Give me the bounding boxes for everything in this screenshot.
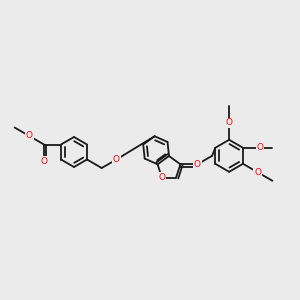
Text: O: O [226,118,232,127]
Text: O: O [194,160,201,169]
Text: O: O [256,143,263,152]
Text: O: O [40,157,47,166]
Text: O: O [113,155,120,164]
Text: O: O [158,173,165,182]
Text: O: O [254,168,261,177]
Text: O: O [26,131,33,140]
